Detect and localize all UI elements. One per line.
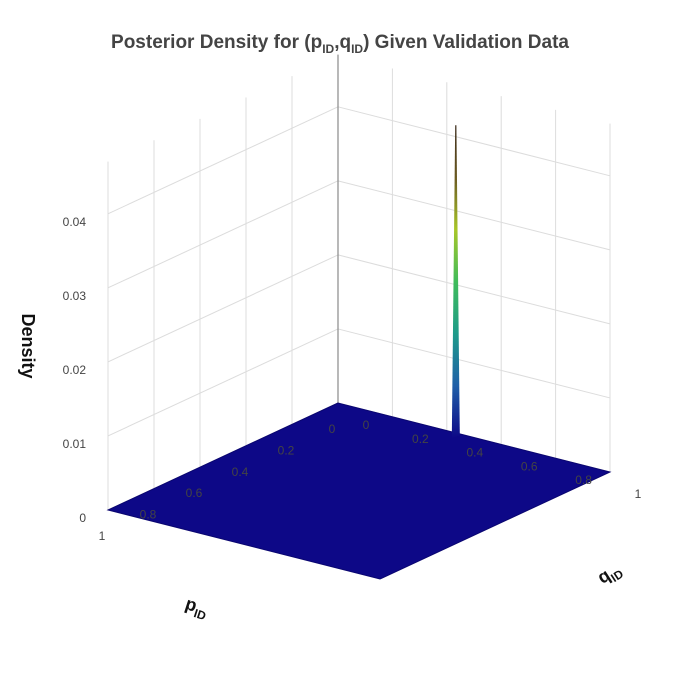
x-tick-label: 1 [99, 529, 106, 543]
z-tick-label: 0.03 [63, 289, 87, 303]
z-axis-title: Density [18, 313, 38, 378]
x-tick-label: 0 [329, 422, 336, 436]
chart-title: Posterior Density for (pID,qID) Given Va… [111, 32, 569, 56]
y-tick-label: 0 [363, 418, 370, 432]
density-surface [106, 402, 612, 580]
z-tick-label: 0 [79, 511, 86, 525]
y-tick-label: 0.6 [521, 459, 538, 473]
x-tick-label: 0.2 [278, 443, 295, 457]
surface-floor [106, 402, 612, 580]
y-tick-label: 0.2 [412, 432, 429, 446]
z-gridline [337, 180, 611, 251]
back-wall-grid [107, 54, 611, 511]
z-gridline [337, 328, 611, 399]
x-tick-label: 0.8 [140, 508, 157, 522]
y-tick-label: 1 [635, 487, 642, 501]
density-peak [451, 125, 460, 439]
z-gridline [107, 254, 339, 363]
z-tick-label: 0.04 [63, 215, 87, 229]
z-gridline [107, 106, 339, 215]
z-tick-label: 0.02 [63, 363, 87, 377]
peak-spike [451, 125, 460, 439]
y-tick-label: 0.4 [466, 446, 483, 460]
left-wall [108, 54, 338, 511]
y-axis-title: qID [594, 558, 627, 591]
tick-labels: 00.010.020.030.0400.20.40.60.8100.20.40.… [63, 215, 642, 543]
z-gridline [107, 328, 339, 437]
z-gridline [107, 180, 339, 289]
z-gridline [337, 254, 611, 325]
x-tick-label: 0.4 [232, 465, 249, 479]
x-axis-title: pID [182, 593, 212, 623]
z-tick-label: 0.01 [63, 437, 87, 451]
x-tick-label: 0.6 [186, 486, 203, 500]
z-gridline [337, 106, 611, 177]
y-tick-label: 0.8 [575, 473, 592, 487]
